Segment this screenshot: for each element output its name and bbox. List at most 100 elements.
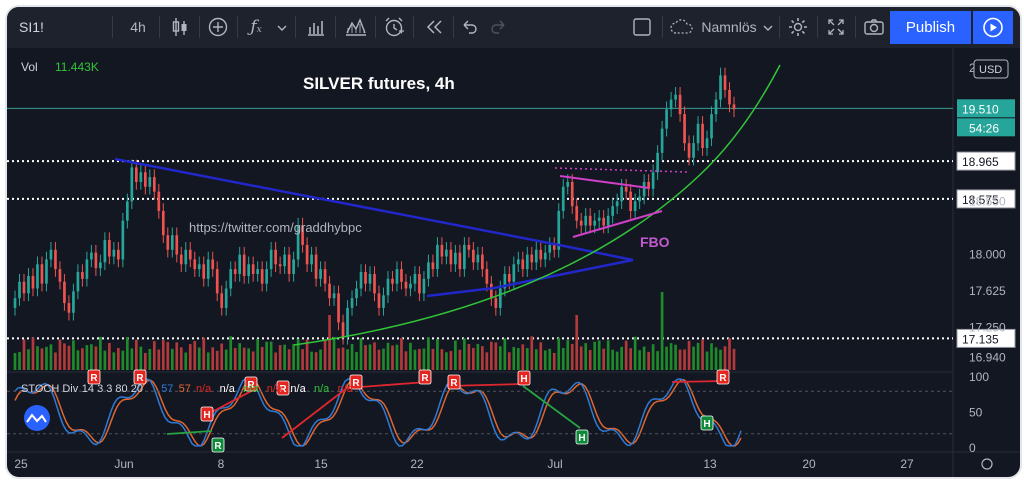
bar-chart-icon[interactable]	[301, 13, 331, 41]
volume-bar	[247, 348, 251, 370]
volume-bar	[705, 351, 709, 370]
candle	[575, 206, 579, 221]
volume-legend-label: Vol	[21, 60, 38, 74]
camera-icon[interactable]	[859, 13, 889, 41]
candle	[323, 269, 327, 284]
candle	[611, 206, 615, 216]
price-tick-label: 2	[969, 61, 976, 75]
candle	[54, 249, 57, 270]
divergence-marker-label: R	[421, 373, 429, 384]
stoch-legend-item: 14 3 3 80 20	[82, 383, 143, 395]
interval-button[interactable]: 4h	[130, 19, 146, 35]
candle	[188, 249, 192, 260]
candle	[404, 281, 408, 289]
symbol-search[interactable]: SI1!	[19, 19, 44, 35]
redo-icon[interactable]	[485, 13, 511, 41]
time-tick-label: 25	[14, 457, 28, 471]
divergence-marker	[575, 429, 589, 445]
chart-area[interactable]: R R H R R R R R R H H H R 18.965 18.575 17.135 18.000 17…	[7, 48, 1020, 477]
volume-bar	[454, 340, 457, 370]
volume-bar	[233, 348, 237, 370]
volume-bar	[373, 342, 376, 370]
divergence-line	[166, 430, 213, 435]
candle	[606, 215, 610, 226]
volume-bar	[548, 348, 552, 370]
candle	[117, 249, 120, 260]
breakout-line	[554, 167, 688, 173]
candle	[570, 181, 574, 207]
undo-icon[interactable]	[457, 13, 483, 41]
divergence-marker-label: R	[279, 384, 287, 395]
volume-bar	[674, 344, 677, 370]
chevron-down-icon[interactable]	[273, 13, 291, 41]
divergence-marker	[87, 369, 101, 385]
volume-bar	[292, 343, 295, 370]
toolbar-divider	[779, 16, 780, 38]
volume-bar	[328, 315, 331, 370]
publish-button[interactable]: Publish	[890, 11, 971, 44]
stoch-legend-item: n/a	[243, 383, 259, 395]
candle	[467, 244, 471, 250]
volume-bar	[278, 345, 282, 370]
volume-bar	[719, 349, 722, 370]
cloud-icon[interactable]	[667, 13, 697, 41]
volume-bar	[400, 337, 403, 370]
toolbar-divider	[375, 16, 376, 38]
replay-icon[interactable]	[419, 13, 449, 41]
volume-bar	[422, 348, 426, 370]
candle	[139, 172, 143, 182]
volume-bar	[229, 336, 233, 370]
candles-icon[interactable]	[165, 13, 195, 41]
stoch-legend-item: 57	[161, 383, 173, 395]
candle	[121, 220, 125, 260]
volume-bar	[638, 350, 641, 370]
alert-icon[interactable]	[379, 13, 409, 41]
volume-bar	[382, 348, 385, 370]
stoch-legend-item: STOCH Div	[21, 383, 79, 395]
volume-bar	[615, 351, 619, 370]
fullscreen-icon[interactable]	[821, 13, 851, 41]
volume-bar	[152, 341, 156, 370]
candle	[296, 225, 300, 260]
volume-bar	[427, 337, 430, 370]
candle	[40, 264, 44, 284]
layout-name-button[interactable]: Namnlös	[701, 19, 757, 35]
volume-bar	[72, 340, 75, 370]
candle	[368, 273, 372, 284]
volume-bar	[319, 349, 322, 370]
indicators-icon[interactable]: ƒx	[250, 17, 262, 37]
layout-icon[interactable]	[627, 13, 657, 41]
volume-bar	[112, 352, 116, 370]
templates-icon[interactable]	[341, 13, 371, 41]
candle	[355, 288, 358, 299]
divergence-line	[671, 380, 726, 383]
volume-bar	[584, 343, 588, 370]
time-tick-label: Jul	[547, 457, 562, 471]
volume-bar	[108, 342, 111, 370]
volume-bar	[391, 345, 394, 370]
play-icon[interactable]	[973, 11, 1013, 44]
volume-bar	[49, 344, 53, 370]
settings-icon[interactable]	[783, 13, 813, 41]
volume-bar	[395, 344, 399, 370]
chart-title: SILVER futures, 4h	[303, 74, 455, 93]
divergence-marker	[133, 369, 147, 385]
volume-bar	[36, 346, 39, 370]
volume-legend-value: 11.443K	[55, 60, 99, 74]
volume-bar	[67, 345, 71, 370]
level-price-label: 18.575	[962, 193, 999, 207]
add-icon[interactable]	[203, 13, 233, 41]
chevron-down-icon[interactable]	[761, 13, 775, 41]
volume-bar	[463, 338, 466, 370]
watermark-text: https://twitter.com/graddhybpc	[189, 220, 362, 235]
volume-bar	[687, 340, 691, 370]
volume-bar	[99, 336, 102, 370]
candle	[633, 201, 637, 211]
candle	[45, 259, 48, 284]
candle	[143, 172, 147, 187]
volume-bar	[669, 343, 673, 370]
candle	[247, 264, 251, 276]
candle	[72, 291, 75, 313]
candle	[521, 259, 525, 270]
candle	[710, 114, 713, 139]
